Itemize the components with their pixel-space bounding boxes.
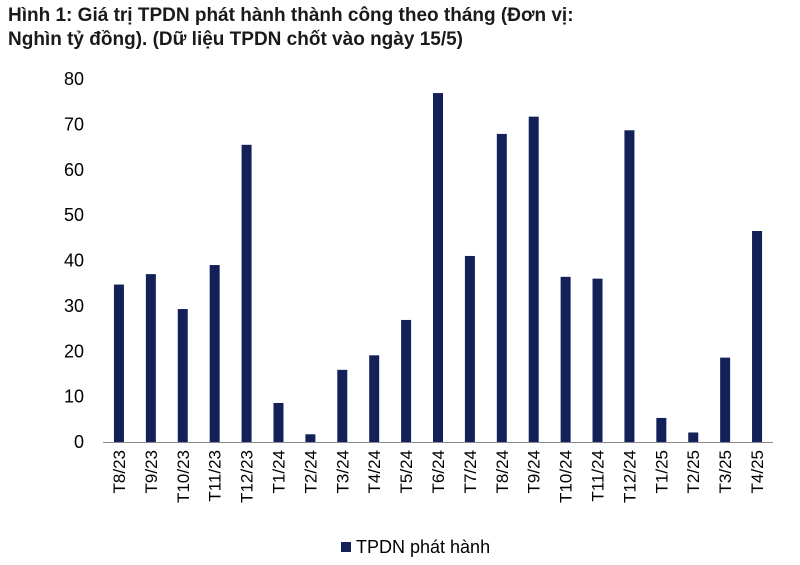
y-tick-label: 50 [64, 205, 84, 225]
bar-t7-24 [464, 255, 475, 442]
x-tick-label: T8/23 [110, 450, 129, 493]
x-tick-label: T1/25 [652, 450, 671, 493]
chart-title: Hình 1: Giá trị TPDN phát hành thành côn… [8, 4, 788, 52]
x-tick-label: T9/23 [142, 450, 161, 493]
bar-t12-24 [624, 130, 635, 442]
x-tick-label: T3/25 [716, 450, 735, 493]
x-tick-label: T12/23 [238, 450, 257, 503]
x-tick-label: T5/24 [397, 450, 416, 493]
x-tick-label: T3/24 [333, 450, 352, 493]
y-tick-label: 70 [64, 114, 84, 134]
chart-title-line-2: Nghìn tỷ đồng). (Dữ liệu TPDN chốt vào n… [8, 29, 464, 50]
x-axis: T8/23 T9/23 T10/23 T11/23 T12/23 T1/24 T2/24 T3… [110, 450, 767, 503]
x-tick-label: T2/24 [301, 450, 320, 493]
bar-t1-24 [273, 402, 284, 442]
x-tick-label: T11/24 [589, 450, 608, 502]
x-tick-label: T11/23 [206, 450, 225, 502]
x-tick-label: T1/24 [269, 450, 288, 493]
legend: TPDN phát hành [341, 537, 490, 557]
bar-t2-24 [305, 434, 316, 442]
bar-t5-24 [401, 319, 412, 442]
bar-t3-25 [720, 357, 731, 442]
bar-t8-24 [496, 133, 507, 442]
bar-t2-25 [688, 432, 699, 442]
bar-t9-23 [145, 274, 156, 442]
bar-t4-25 [752, 231, 763, 442]
bar-t6-24 [433, 93, 443, 442]
bar-t10-23 [177, 309, 188, 442]
legend-swatch [341, 542, 351, 552]
y-tick-label: 60 [64, 160, 84, 180]
bar-t3-24 [337, 369, 348, 442]
x-tick-label: T10/24 [557, 450, 576, 503]
bar-t12-23 [241, 144, 252, 442]
x-tick-label: T2/25 [684, 450, 703, 493]
bar-t10-24 [560, 276, 571, 442]
bar-t11-24 [592, 278, 603, 442]
x-tick-label: T7/24 [461, 450, 480, 493]
bar-t11-23 [209, 265, 220, 442]
y-axis: 0 10 20 30 40 50 60 70 80 [64, 69, 84, 452]
bar-t4-24 [369, 355, 380, 442]
y-tick-label: 10 [64, 387, 84, 407]
y-tick-label: 0 [74, 432, 84, 452]
bar-t1-25 [656, 417, 667, 442]
y-tick-label: 20 [64, 341, 84, 361]
bar-series [113, 93, 763, 442]
x-tick-label: T8/24 [493, 450, 512, 493]
y-tick-label: 30 [64, 296, 84, 316]
x-tick-label: T10/23 [174, 450, 193, 503]
x-tick-label: T4/24 [365, 450, 384, 493]
y-tick-label: 40 [64, 251, 84, 271]
bar-t9-24 [528, 116, 539, 442]
legend-label: TPDN phát hành [356, 537, 490, 557]
x-tick-label: T9/24 [525, 450, 544, 493]
chart-title-line-1: Hình 1: Giá trị TPDN phát hành thành côn… [8, 5, 574, 26]
y-tick-label: 80 [64, 69, 84, 89]
x-tick-label: T4/25 [748, 450, 767, 493]
bar-t8-23 [113, 284, 124, 442]
x-tick-label: T12/24 [620, 450, 639, 503]
x-tick-label: T6/24 [429, 450, 448, 493]
